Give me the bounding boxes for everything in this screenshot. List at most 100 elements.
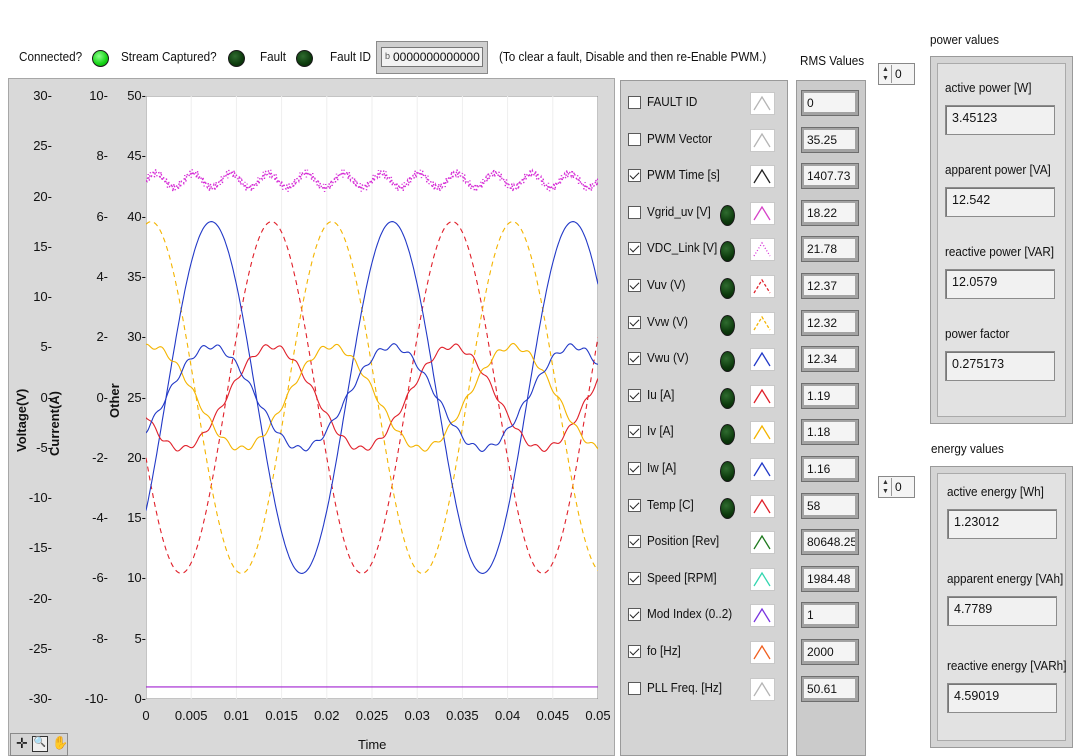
other-axis-tick: 5-	[134, 630, 146, 646]
plot-style-icon[interactable]	[750, 384, 775, 408]
voltage-axis-tick: -20-	[28, 590, 52, 606]
legend-row-iv-a: Iv [A]	[628, 417, 778, 450]
plot-visible-checkbox[interactable]	[628, 388, 641, 402]
other-axis-tick: 10-	[127, 570, 146, 586]
plot-visible-checkbox[interactable]	[628, 608, 641, 622]
plot-style-icon[interactable]	[750, 275, 775, 298]
plot-style-icon[interactable]	[750, 311, 775, 335]
index-spinner-icon[interactable]: ▲ ▼	[880, 65, 892, 83]
plot-area[interactable]	[146, 96, 598, 699]
plot-style-icon[interactable]	[750, 677, 775, 701]
trace-led[interactable]	[720, 314, 735, 336]
trace-led[interactable]	[720, 278, 735, 299]
voltage-axis-tick: 30-	[33, 88, 52, 103]
other-axis-tick: 40-	[127, 208, 146, 224]
plot-style-icon[interactable]	[750, 604, 775, 628]
plot-visible-checkbox[interactable]	[628, 132, 641, 146]
trace-led[interactable]	[720, 351, 735, 373]
legend-label: Iw [A]	[647, 460, 677, 475]
graph-palette: ✛ 🔍 ✋	[10, 733, 68, 756]
rms-value: 35.25	[804, 129, 855, 149]
other-axis-tick: 35-	[127, 268, 146, 284]
trace-led[interactable]	[720, 461, 735, 482]
plot-style-icon[interactable]	[750, 641, 775, 664]
plot-visible-checkbox[interactable]	[628, 462, 641, 475]
pan-hand-icon[interactable]: ✋	[52, 735, 69, 750]
legend-label: Vvw (V)	[647, 313, 688, 329]
legend-label: VDC_Link [V]	[647, 240, 718, 256]
legend-label: PWM Vector	[647, 130, 713, 146]
rms-value: 21.78	[804, 239, 855, 259]
zoom-tool-icon[interactable]: 🔍	[32, 736, 48, 752]
plot-visible-checkbox[interactable]	[628, 681, 641, 695]
plot-visible-checkbox[interactable]	[628, 498, 641, 512]
rms-value-indicator: 1407.73	[801, 163, 859, 190]
trace-led[interactable]	[720, 424, 735, 446]
rms-value: 12.37	[804, 276, 855, 295]
trace-vuv-v	[146, 221, 598, 574]
legend-row-pwm-time-s: PWM Time [s]	[628, 161, 778, 194]
crosshair-tool-icon[interactable]: ✛	[16, 735, 28, 751]
plot-style-icon[interactable]	[750, 92, 775, 115]
plot-visible-checkbox[interactable]	[628, 315, 641, 329]
plot-style-icon[interactable]	[750, 348, 775, 372]
rms-value-indicator: 0	[801, 90, 859, 116]
time-axis-tick: 0.01	[223, 708, 250, 723]
plot-style-icon[interactable]	[750, 165, 775, 189]
trace-led[interactable]	[720, 241, 735, 263]
legend-label: Vuv (V)	[647, 277, 686, 292]
stream-captured-led	[228, 50, 245, 67]
rms-value-indicator: 50.61	[801, 675, 859, 702]
legend-label: Position [Rev]	[647, 533, 720, 549]
plot-visible-checkbox[interactable]	[628, 571, 641, 585]
plot-style-icon[interactable]	[750, 421, 775, 445]
legend-row-fo-hz: fo [Hz]	[628, 637, 778, 670]
plot-visible-checkbox[interactable]	[628, 205, 641, 219]
plot-visible-checkbox[interactable]	[628, 279, 641, 292]
plot-visible-checkbox[interactable]	[628, 169, 641, 183]
current-axis-tick: 10-	[89, 88, 108, 103]
time-axis-tick: 0.035	[446, 708, 479, 723]
rms-value: 1.16	[804, 459, 855, 478]
trace-iv-a	[146, 342, 598, 452]
plot-style-icon[interactable]	[750, 201, 775, 225]
legend-label: Vwu (V)	[647, 350, 689, 366]
other-axis-tick: 50-	[127, 88, 146, 103]
other-axis-tick: 25-	[127, 389, 146, 405]
plot-style-icon[interactable]	[750, 531, 775, 555]
plot-style-icon[interactable]	[750, 494, 775, 518]
plot-visible-checkbox[interactable]	[628, 242, 641, 256]
voltage-axis-tick: 10-	[33, 289, 52, 304]
legend-row-vgrid-uv-v: Vgrid_uv [V]	[628, 198, 778, 231]
fault-id-label: Fault ID	[330, 49, 371, 64]
plot-style-icon[interactable]	[750, 128, 775, 152]
rms-value-indicator: 80648.25	[801, 529, 859, 556]
rms-value: 1407.73	[804, 166, 855, 186]
plot-style-icon[interactable]	[750, 567, 775, 591]
rms-value-indicator: 12.34	[801, 346, 859, 373]
fault-clear-note: (To clear a fault, Disable and then re-E…	[499, 49, 767, 64]
legend-row-vvw-v: Vvw (V)	[628, 308, 778, 341]
plot-visible-checkbox[interactable]	[628, 645, 641, 658]
index-spinner-icon[interactable]: ▲ ▼	[880, 478, 892, 496]
power-index-control[interactable]: ▲ ▼ 0	[878, 63, 915, 85]
apparent-energy-vah-value: 4.7789	[947, 596, 1057, 626]
energy-index-control[interactable]: ▲ ▼ 0	[878, 476, 915, 498]
time-axis-tick: 0.015	[265, 708, 298, 723]
plot-visible-checkbox[interactable]	[628, 425, 641, 439]
trace-led[interactable]	[720, 387, 735, 409]
rms-value: 1.18	[804, 422, 855, 442]
rms-value-indicator: 12.37	[801, 273, 859, 299]
legend-label: Temp [C]	[647, 496, 694, 512]
trace-led[interactable]	[720, 204, 735, 226]
legend-label: fo [Hz]	[647, 643, 681, 658]
plot-style-icon[interactable]	[750, 458, 775, 481]
voltage-axis-tick: 25-	[33, 138, 52, 154]
trace-led[interactable]	[720, 497, 735, 519]
plot-style-icon[interactable]	[750, 238, 775, 262]
power-factor-value: 0.275173	[945, 351, 1055, 381]
plot-visible-checkbox[interactable]	[628, 96, 641, 109]
plot-visible-checkbox[interactable]	[628, 352, 641, 366]
plot-visible-checkbox[interactable]	[628, 535, 641, 549]
trace-vdc-link-v	[146, 168, 598, 193]
